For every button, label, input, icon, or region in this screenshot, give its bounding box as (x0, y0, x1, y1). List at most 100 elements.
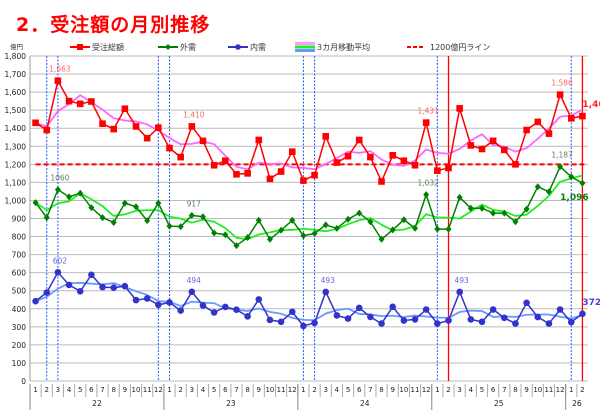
y-tick-label: 800 (12, 233, 27, 242)
x-tick-label: 1 (167, 386, 171, 394)
data-point-circle (54, 269, 62, 276)
moving-average-line (35, 174, 583, 241)
data-point-diamond (32, 199, 39, 207)
year-label: 22 (92, 399, 102, 408)
data-label: 493 (454, 276, 469, 285)
data-point-square (166, 144, 173, 152)
data-point-diamond (233, 242, 240, 250)
data-point-diamond (133, 203, 140, 211)
legend-circle-icon (235, 44, 241, 50)
data-point-circle (210, 309, 218, 316)
data-point-diamond (378, 235, 385, 243)
data-point-square (121, 105, 129, 113)
legend-label: 外需 (180, 42, 196, 52)
data-point-diamond (400, 216, 407, 224)
data-point-diamond (300, 232, 307, 240)
data-point-circle (155, 301, 162, 309)
year-label: 24 (360, 399, 370, 408)
data-point-square (456, 105, 463, 112)
data-point-square (467, 142, 475, 149)
data-point-square (355, 136, 363, 144)
x-tick-label: 4 (469, 386, 474, 394)
data-point-square (512, 161, 519, 168)
y-tick-label: 1,600 (5, 88, 27, 97)
data-label: 494 (187, 276, 202, 285)
x-tick-label: 7 (368, 386, 372, 394)
y-tick-label: 1,100 (5, 178, 27, 187)
data-point-square (300, 177, 307, 184)
data-point-diamond (367, 218, 374, 226)
moving-average-line (35, 94, 583, 171)
data-point-circle (266, 316, 274, 324)
x-tick-label: 7 (502, 386, 506, 394)
data-point-square (188, 123, 196, 130)
legend-ma-icon (295, 45, 315, 49)
data-point-diamond (121, 199, 128, 207)
data-point-square (155, 124, 162, 131)
x-tick-label: 9 (390, 386, 394, 394)
y-tick-label: 500 (12, 287, 27, 296)
data-label: 372 (582, 298, 600, 308)
x-tick-label: 2 (580, 386, 584, 394)
y-tick-label: 200 (12, 341, 27, 350)
data-point-circle (76, 287, 84, 295)
legend-square-icon (77, 44, 83, 50)
data-point-circle (121, 282, 129, 290)
data-point-square (567, 114, 575, 122)
data-point-circle (422, 306, 430, 313)
data-label: 1,586 (551, 79, 573, 88)
data-point-diamond (389, 226, 396, 234)
data-point-square (132, 123, 140, 130)
y-tick-label: 1,800 (5, 52, 27, 61)
data-point-circle (88, 271, 95, 279)
x-tick-label: 11 (277, 386, 286, 394)
data-point-diamond (345, 215, 352, 223)
data-point-diamond (199, 213, 206, 221)
x-tick-label: 6 (491, 386, 496, 394)
x-tick-label: 8 (111, 386, 115, 394)
data-point-square (199, 137, 207, 145)
data-point-diamond (77, 189, 84, 197)
data-point-circle (489, 306, 497, 313)
x-tick-label: 12 (556, 386, 565, 394)
data-point-circle (255, 296, 263, 303)
x-tick-label: 7 (234, 386, 238, 394)
x-tick-label: 7 (100, 386, 104, 394)
data-point-square (523, 126, 530, 134)
y-tick-label: 100 (12, 359, 27, 368)
data-point-circle (467, 316, 475, 323)
data-point-square (434, 167, 441, 174)
data-point-circle (367, 313, 374, 321)
data-point-square (400, 157, 408, 165)
x-tick-label: 2 (446, 386, 450, 394)
x-tick-label: 6 (357, 386, 362, 394)
data-point-circle (512, 320, 519, 327)
data-label: 1,032 (417, 179, 439, 188)
page-title: 2．受注額の月別推移 (16, 14, 211, 36)
x-tick-label: 5 (78, 386, 82, 394)
x-tick-label: 8 (379, 386, 383, 394)
data-label: 1060 (50, 174, 69, 183)
legend-label: 3カ月移動平均 (317, 42, 370, 52)
data-point-circle (501, 314, 508, 322)
y-tick-label: 1,300 (5, 142, 27, 151)
y-tick-label: 400 (12, 305, 27, 314)
data-point-square (32, 119, 39, 127)
x-tick-label: 11 (143, 386, 152, 394)
data-point-diamond (478, 204, 485, 212)
x-tick-label: 6 (89, 386, 94, 394)
data-point-diamond (412, 224, 419, 232)
data-point-circle (300, 322, 307, 330)
y-tick-label: 1,200 (5, 160, 27, 169)
data-point-diamond (333, 224, 340, 232)
x-tick-label: 8 (245, 386, 249, 394)
data-point-diamond (88, 204, 95, 212)
data-point-circle (188, 288, 196, 296)
data-point-circle (132, 296, 140, 304)
data-point-square (344, 152, 352, 160)
data-point-circle (434, 320, 441, 327)
x-tick-label: 3 (457, 386, 461, 394)
data-point-circle (400, 317, 408, 324)
data-point-square (322, 133, 330, 140)
